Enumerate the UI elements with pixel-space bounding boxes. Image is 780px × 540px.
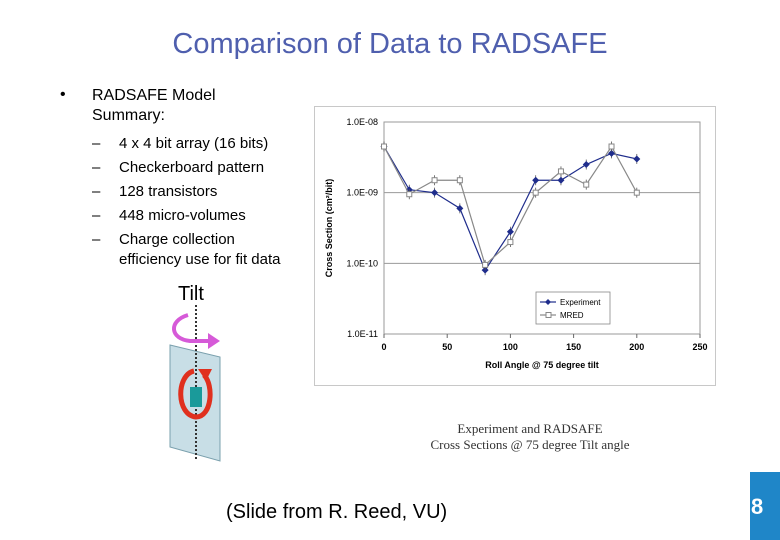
x-tick-label: 250 <box>692 342 707 352</box>
sub-item-text: 128 transistors <box>119 183 218 200</box>
experiment-point <box>557 176 565 184</box>
y-tick-label: 1.0E-10 <box>346 258 378 268</box>
mred-point <box>482 261 489 268</box>
sub-item-text: Charge collection <box>119 231 235 248</box>
sub-item-text: 4 x 4 bit array (16 bits) <box>119 135 269 152</box>
mred-point <box>608 143 615 150</box>
chart: 1.0E-08 1.0E-09 1.0E-10 1.0E-11 0 50 100 150 200… <box>314 106 716 386</box>
mred-point <box>406 191 413 198</box>
sub-item-text: efficiency use for fit data <box>119 251 281 268</box>
mred-point <box>381 143 387 150</box>
caption-line-1: Experiment and RADSAFE <box>457 421 603 436</box>
experiment-point <box>633 155 641 163</box>
experiment-point <box>481 266 489 274</box>
bullet-marker: • <box>60 86 66 103</box>
corner-badge <box>750 472 780 540</box>
legend-marker <box>545 312 552 318</box>
legend-label: MRED <box>560 311 584 320</box>
slide-title: Comparison of Data to RADSAFE <box>172 28 608 60</box>
mred-point <box>456 177 463 184</box>
mred-point <box>532 189 539 196</box>
dash: – <box>92 135 101 152</box>
tilt-diagram <box>169 305 221 462</box>
mred-point <box>507 239 514 246</box>
experiment-point <box>431 189 439 197</box>
sub-item-text: 448 micro-volumes <box>119 207 246 224</box>
x-tick-label: 100 <box>503 342 518 352</box>
sub-item-text: Checkerboard pattern <box>119 159 265 176</box>
y-tick-label: 1.0E-09 <box>346 188 378 198</box>
tilt-label: Tilt <box>178 283 204 305</box>
roll-arrow-icon <box>178 368 213 420</box>
y-tick-label: 1.0E-08 <box>346 117 378 127</box>
bullet-line-1: RADSAFE Model <box>92 87 216 104</box>
experiment-point <box>582 161 590 169</box>
bullet-line-2: Summary: <box>92 107 165 124</box>
experiment-point <box>456 204 464 212</box>
mred-point <box>557 168 564 175</box>
dash: – <box>92 183 101 200</box>
corner-badge-glyph: 8 <box>751 494 764 519</box>
y-axis-label: Cross Section (cm²/bit) <box>324 179 334 278</box>
x-tick-label: 0 <box>381 342 386 352</box>
mred-point <box>633 189 640 196</box>
chart-caption: Experiment and RADSAFE Cross Sections @ … <box>380 421 680 453</box>
experiment-point <box>608 149 616 157</box>
mred-point <box>431 177 438 184</box>
bullet-text: RADSAFE Model Summary: <box>92 86 292 126</box>
experiment-point <box>506 228 514 236</box>
dash: – <box>92 231 101 248</box>
roll-arrowhead-icon <box>198 369 212 381</box>
slide-credit: (Slide from R. Reed, VU) <box>226 501 448 523</box>
legend-marker <box>545 299 551 305</box>
x-tick-label: 150 <box>566 342 581 352</box>
legend-box <box>535 291 611 325</box>
caption-line-2: Cross Sections @ 75 degree Tilt angle <box>430 437 630 452</box>
chart-svg: 1.0E-08 1.0E-09 1.0E-10 1.0E-110 50 100 150 200… <box>314 106 716 386</box>
y-tick-label: 1.0E-11 <box>347 329 378 339</box>
experiment-point <box>532 176 540 184</box>
mred-point <box>583 181 590 188</box>
tilt-arrowhead-icon <box>208 333 220 349</box>
dash: – <box>92 207 101 224</box>
legend-label: Experiment <box>560 298 601 307</box>
dash: – <box>92 159 101 176</box>
x-tick-label: 50 <box>442 342 452 352</box>
device-block <box>190 387 202 407</box>
tilt-arrow-icon <box>172 313 210 343</box>
x-axis-label: Roll Angle @ 75 degree tilt <box>485 360 598 370</box>
x-tick-label: 200 <box>629 342 644 352</box>
